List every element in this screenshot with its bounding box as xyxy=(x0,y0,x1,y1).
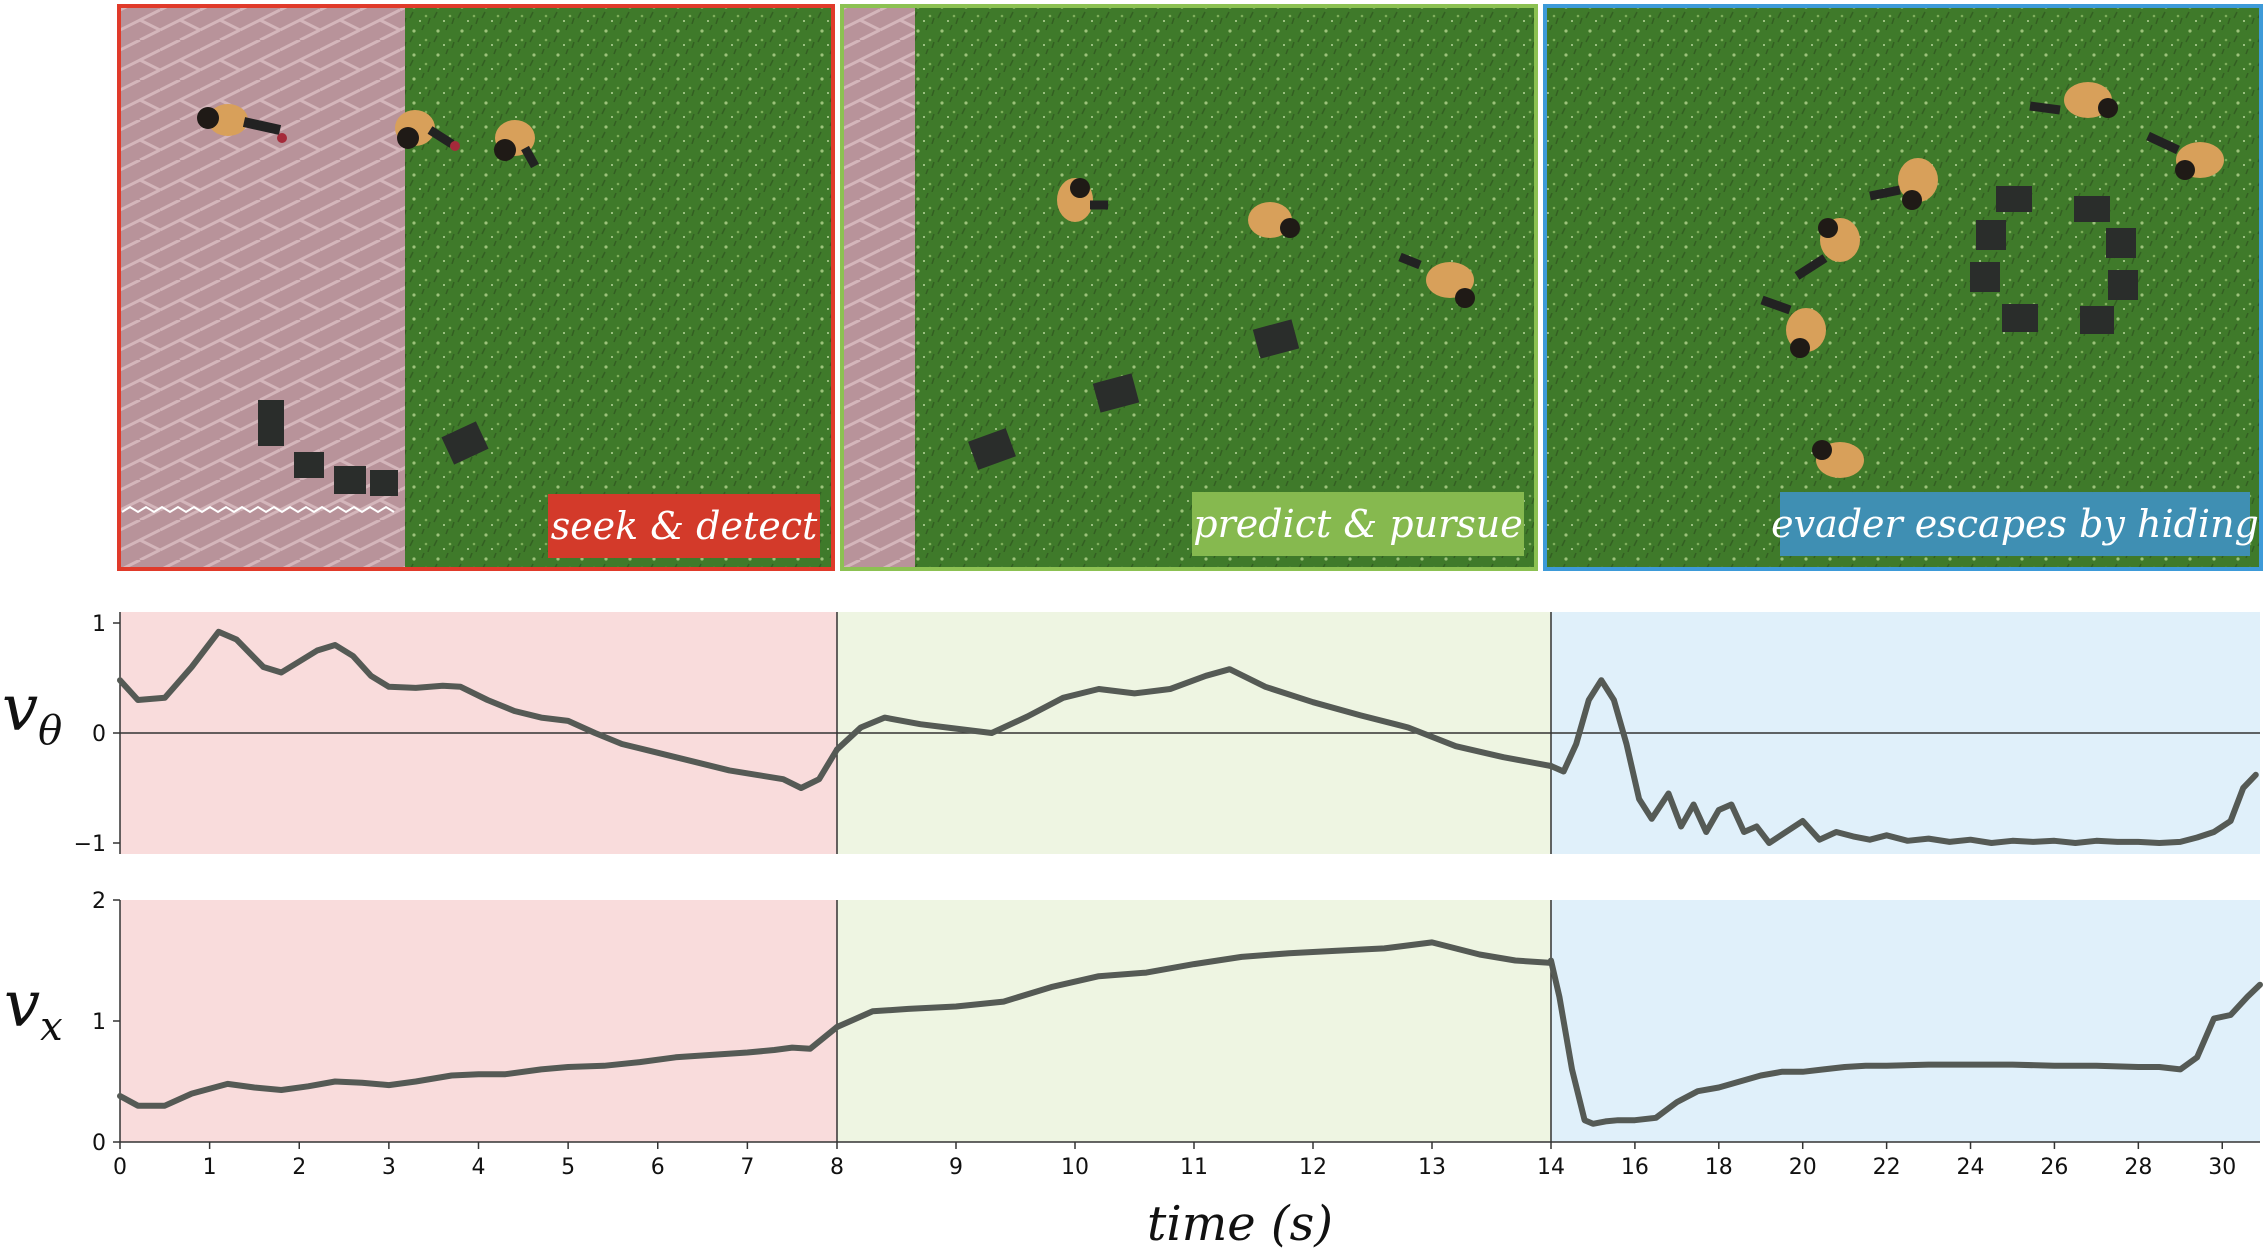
x-tick-label: 20 xyxy=(1789,1155,1817,1180)
robot-icon xyxy=(968,428,1016,470)
person-icon xyxy=(1248,202,1300,238)
label-seek: seek & detect xyxy=(551,504,818,548)
grass-area xyxy=(1546,8,2260,568)
band-1 xyxy=(837,900,1551,1142)
label-bg-hide xyxy=(1780,492,2250,556)
person-icon xyxy=(395,110,460,151)
x-tick-label: 22 xyxy=(1873,1155,1901,1180)
x-tick-label: 12 xyxy=(1299,1155,1327,1180)
y-tick-label: 2 xyxy=(92,889,106,914)
plot-0: −1 0 1 xyxy=(74,612,2260,857)
x-tick-label: 7 xyxy=(740,1155,754,1180)
y-tick-label: 0 xyxy=(92,1131,106,1156)
x-tick-label: 6 xyxy=(651,1155,665,1180)
svg-text:vx: vx xyxy=(4,968,63,1050)
x-tick-label: 18 xyxy=(1705,1155,1733,1180)
person-icon xyxy=(1760,295,1826,358)
x-tick-label: 8 xyxy=(830,1155,844,1180)
y-tick-label: −1 xyxy=(74,832,106,857)
label-pursue: predict & pursue xyxy=(1193,502,1522,546)
x-tick-label: 13 xyxy=(1418,1155,1446,1180)
start-line xyxy=(121,505,395,514)
x-tick-label: 30 xyxy=(2208,1155,2236,1180)
photo-panel-pursue: predict & pursue xyxy=(840,4,1538,571)
x-tick-label: 26 xyxy=(2040,1155,2068,1180)
series-line-1 xyxy=(834,666,1554,769)
person-icon xyxy=(2146,131,2224,180)
x-tick-label: 9 xyxy=(949,1155,963,1180)
photo-panel-hide: evader escapes by hiding xyxy=(1543,4,2263,571)
frame-seek xyxy=(117,4,835,571)
x-tick-label: 1 xyxy=(203,1155,217,1180)
robot-icon xyxy=(1092,373,1140,413)
label-bg-pursue xyxy=(1192,492,1524,556)
photo-panel-seek: seek & detect xyxy=(117,4,835,571)
x-tick-label: 28 xyxy=(2124,1155,2152,1180)
person-icon xyxy=(1398,252,1475,308)
ylabel-x: vx xyxy=(4,968,63,1050)
y-tick-label: 0 xyxy=(92,722,106,747)
person-icon xyxy=(197,104,287,143)
person-icon xyxy=(1794,218,1860,280)
ylabel-theta-main: v xyxy=(2,672,38,746)
robot-icon xyxy=(258,400,398,496)
person-icon xyxy=(494,120,539,169)
series-line-2 xyxy=(1548,957,2263,1127)
person-icon xyxy=(1869,158,1938,210)
series-line-2 xyxy=(1548,677,2259,846)
person-icon xyxy=(1057,178,1108,222)
ylabel-x-sub: x xyxy=(40,1004,63,1050)
label-hide: evader escapes by hiding xyxy=(1771,502,2259,546)
series-line-0 xyxy=(117,628,840,791)
robot-formation xyxy=(1970,186,2138,334)
grass-area xyxy=(405,8,833,568)
x-tick-label: 14 xyxy=(1537,1155,1565,1180)
svg-text:vθ: vθ xyxy=(2,672,62,754)
ylabel-theta: vθ xyxy=(2,672,62,754)
series-line-1 xyxy=(834,939,1554,1030)
person-icon xyxy=(2029,82,2118,118)
x-tick-label: 10 xyxy=(1061,1155,1089,1180)
x-tick-label: 4 xyxy=(472,1155,486,1180)
series-line-0 xyxy=(117,1024,840,1109)
xaxis-label: time (s) xyxy=(1147,1196,1333,1248)
x-tick-label: 0 xyxy=(113,1155,127,1180)
robot-icon xyxy=(441,421,489,465)
frame-hide xyxy=(1543,4,2263,571)
robot-icon xyxy=(1252,319,1300,359)
label-bg-seek xyxy=(548,494,820,558)
band-0 xyxy=(120,900,837,1142)
y-tick-label: 1 xyxy=(92,1010,106,1035)
ylabel-x-main: v xyxy=(4,968,40,1042)
x-tick-label: 2 xyxy=(292,1155,306,1180)
band-2 xyxy=(1551,900,2260,1142)
x-tick-label: 24 xyxy=(1957,1155,1985,1180)
x-tick-label: 3 xyxy=(382,1155,396,1180)
x-tick-label: 5 xyxy=(561,1155,575,1180)
y-tick-label: 1 xyxy=(92,612,106,637)
frame-pursue xyxy=(840,4,1538,571)
x-tick-label: 16 xyxy=(1621,1155,1649,1180)
ylabel-theta-sub: θ xyxy=(38,708,62,754)
person-icon xyxy=(1812,440,1864,478)
x-tick-label: 11 xyxy=(1180,1155,1208,1180)
pavement-area xyxy=(843,8,915,568)
